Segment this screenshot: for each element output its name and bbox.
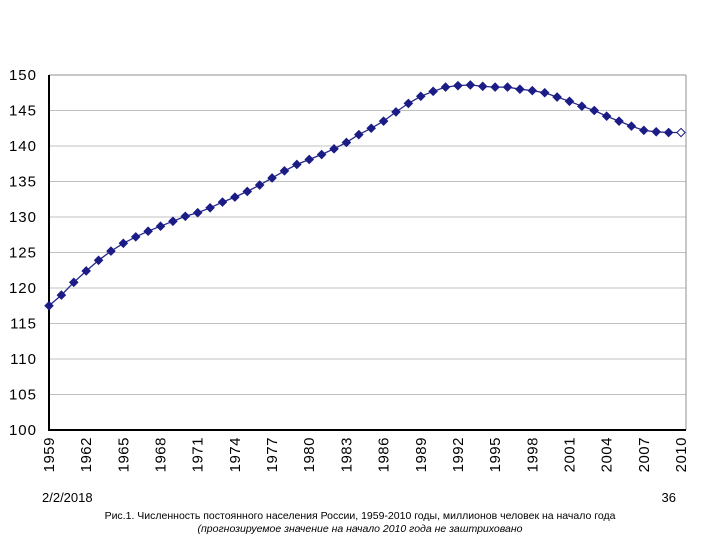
y-axis-tick-label: 115 [10,316,37,333]
data-point-marker [254,180,265,190]
data-point-marker [428,86,438,97]
data-point-marker [391,107,401,117]
data-point-marker [539,87,550,98]
data-point-marker [143,226,153,237]
data-point-marker [316,149,327,160]
data-point-marker [366,123,377,134]
data-point-marker [552,92,562,102]
x-axis-tick-label: 1983 [338,437,355,472]
figure-caption: Рис.1. Численность постоянного населения… [0,510,720,536]
x-axis-tick-label: 1989 [413,437,430,472]
data-point-marker [242,186,253,197]
x-axis-tick-label: 1962 [78,437,95,472]
data-point-marker [378,116,389,126]
x-axis-tick-label: 1977 [264,437,281,472]
data-point-marker [465,80,476,90]
data-point-marker [626,121,637,131]
x-axis-tick-label: 1998 [524,437,541,472]
x-axis-tick-label: 1992 [450,437,467,472]
x-axis-tick-label: 1974 [227,437,244,472]
data-point-marker [651,126,662,137]
data-point-marker [106,246,116,256]
x-axis-tick-label: 2010 [673,437,690,472]
data-point-marker [601,111,612,121]
x-axis-tick-label: 1986 [376,437,393,472]
data-point-marker [515,84,525,95]
data-point-marker [81,266,91,276]
y-axis-tick-label: 105 [9,387,37,404]
data-point-marker [564,96,575,107]
y-axis-tick-label: 140 [9,138,37,155]
y-axis-tick-label: 110 [10,351,37,368]
y-axis-tick-label: 145 [9,103,37,120]
x-axis-tick-label: 2007 [636,437,653,472]
data-point-marker [217,197,228,207]
data-point-marker [527,85,538,96]
data-point-marker [180,211,191,222]
y-axis-tick-label: 100 [9,422,37,439]
data-point-marker [403,98,414,109]
data-point-marker [292,159,302,170]
x-axis-tick-label: 1971 [190,437,207,472]
data-point-marker [267,173,277,183]
data-line [48,84,681,307]
y-axis-tick-label: 120 [9,280,37,297]
figure-caption-line2: (прогнозируемое значение на начало 2010 … [197,523,523,535]
data-point-marker [44,300,54,311]
data-point-marker [577,101,587,112]
data-point-marker [56,290,67,300]
data-point-marker [453,80,463,91]
data-point-marker [279,166,290,176]
x-axis-tick-label: 2004 [599,437,616,472]
data-point-marker [329,144,339,154]
x-axis-tick-label: 2001 [561,437,578,472]
page-number: 36 [661,490,676,505]
x-axis-tick-label: 1980 [301,437,318,472]
data-point-marker [130,232,141,242]
y-axis-tick-label: 130 [9,209,37,226]
data-point-marker [639,125,649,136]
data-point-marker [589,105,600,116]
data-point-marker [93,255,104,266]
data-point-marker [663,127,674,138]
data-point-marker [168,216,178,227]
data-point-marker [415,91,426,102]
data-point-marker [477,81,488,92]
data-point-marker [440,82,451,92]
data-point-marker [192,207,203,218]
data-point-marker [155,221,166,232]
population-line-chart: 100 105 110 115 120 125 130 135 140 145 150 1959 196… [9,67,690,472]
data-point-marker [205,202,215,213]
data-point-marker [341,137,352,148]
data-point-marker-forecast [676,127,686,138]
x-axis-tick-label: 1959 [41,437,58,472]
y-axis-tick-label: 125 [9,245,37,262]
y-axis-tick-label: 135 [9,174,37,191]
data-point-marker [502,82,513,92]
data-point-marker [68,277,79,288]
data-point-marker [353,129,364,140]
data-point-marker [118,238,129,249]
x-axis-tick-label: 1965 [115,437,132,472]
y-axis-tick-label: 150 [9,67,37,84]
data-point-marker [490,82,500,92]
data-point-marker [304,154,315,165]
data-point-marker [614,116,624,126]
x-axis-tick-label: 1968 [153,437,170,472]
footer-date: 2/2/2018 [42,490,93,505]
x-axis-tick-label: 1995 [487,437,504,472]
figure-caption-line1: Рис.1. Численность постоянного населения… [104,510,616,522]
data-point-marker [230,192,240,202]
